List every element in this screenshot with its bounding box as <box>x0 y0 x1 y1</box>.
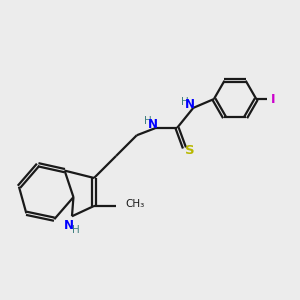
Text: H: H <box>181 97 188 107</box>
Text: N: N <box>63 219 74 232</box>
Text: H: H <box>144 116 152 126</box>
Text: N: N <box>148 118 158 131</box>
Text: H: H <box>72 225 80 236</box>
Text: N: N <box>185 98 195 111</box>
Text: S: S <box>185 144 195 157</box>
Text: CH₃: CH₃ <box>125 200 144 209</box>
Text: I: I <box>271 93 275 106</box>
